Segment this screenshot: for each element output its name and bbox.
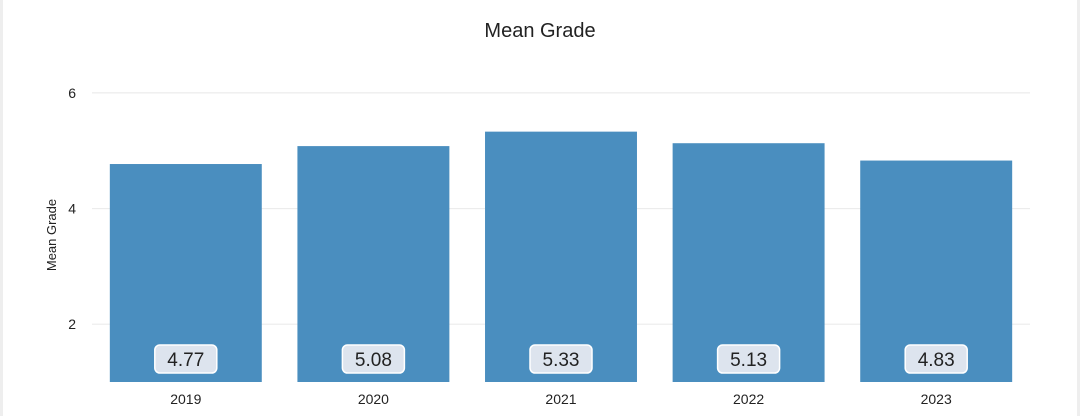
data-label-box	[904, 344, 968, 374]
x-tick-label: 2019	[170, 391, 201, 407]
chart-title: Mean Grade	[484, 20, 596, 42]
y-tick-label: 6	[68, 85, 76, 101]
data-label: 4.83	[918, 350, 955, 371]
y-tick-label: 2	[68, 316, 76, 332]
data-label: 5.33	[543, 350, 580, 371]
bar-2021	[485, 131, 637, 382]
data-label-box	[341, 344, 406, 374]
data-label-box	[529, 344, 593, 374]
y-tick-label: 4	[68, 201, 76, 217]
bar-2020	[297, 146, 450, 382]
bars: 4.77 5.08 5.33 5.13 4.83	[109, 131, 1013, 382]
data-label: 4.77	[167, 350, 204, 371]
y-axis-title: Mean Grade	[44, 199, 59, 271]
x-axis-ticks: 2019 2020 2021 2022 2023	[170, 391, 952, 407]
data-label-box	[154, 344, 218, 374]
bar-2022	[672, 143, 825, 382]
data-label: 5.13	[730, 350, 767, 371]
y-axis-ticks: 2 4 6	[68, 85, 76, 332]
data-label-box	[716, 344, 781, 374]
x-tick-label: 2020	[358, 391, 389, 407]
x-tick-label: 2022	[733, 391, 764, 407]
x-tick-label: 2023	[921, 391, 952, 407]
x-tick-label: 2021	[545, 391, 576, 407]
data-label: 5.08	[355, 350, 392, 371]
